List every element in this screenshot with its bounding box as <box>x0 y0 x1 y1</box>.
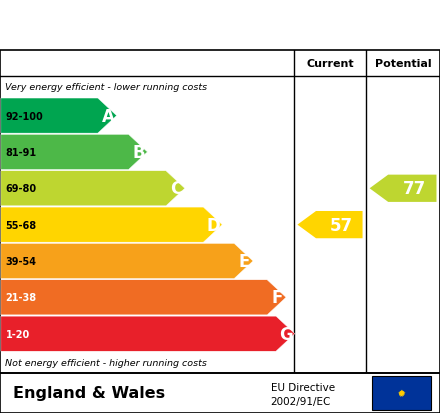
Text: England & Wales: England & Wales <box>13 385 165 401</box>
Text: 69-80: 69-80 <box>6 184 37 194</box>
Text: ★: ★ <box>398 390 403 396</box>
Text: Current: Current <box>306 59 354 69</box>
Text: D: D <box>207 216 220 234</box>
Text: 39-54: 39-54 <box>6 256 37 266</box>
Text: Energy Efficiency Rating: Energy Efficiency Rating <box>11 15 307 36</box>
Polygon shape <box>1 280 286 315</box>
Text: ★: ★ <box>399 392 403 396</box>
Text: 2002/91/EC: 2002/91/EC <box>271 396 331 406</box>
Text: ★: ★ <box>399 389 403 394</box>
Bar <box>372 376 431 410</box>
Text: B: B <box>132 144 145 161</box>
Text: 55-68: 55-68 <box>6 220 37 230</box>
Text: 1-20: 1-20 <box>6 329 30 339</box>
Text: Not energy efficient - higher running costs: Not energy efficient - higher running co… <box>5 358 207 367</box>
Text: ★: ★ <box>400 391 405 396</box>
Text: ★: ★ <box>400 390 405 396</box>
Polygon shape <box>1 316 295 351</box>
Text: 77: 77 <box>403 180 426 198</box>
Text: Very energy efficient - lower running costs: Very energy efficient - lower running co… <box>5 83 207 92</box>
Polygon shape <box>1 244 253 279</box>
Text: ★: ★ <box>400 392 404 396</box>
Polygon shape <box>297 211 363 239</box>
Text: E: E <box>239 252 250 271</box>
Text: 92-100: 92-100 <box>6 111 44 121</box>
Text: 21-38: 21-38 <box>6 293 37 303</box>
Text: F: F <box>272 289 283 306</box>
Polygon shape <box>1 99 117 134</box>
Text: 57: 57 <box>330 216 353 234</box>
Text: ★: ★ <box>398 390 403 395</box>
Text: 81-91: 81-91 <box>6 147 37 157</box>
Polygon shape <box>1 135 147 170</box>
Text: ★: ★ <box>400 390 405 395</box>
Polygon shape <box>370 175 436 202</box>
Text: Potential: Potential <box>375 59 431 69</box>
Text: ★: ★ <box>399 389 404 394</box>
Polygon shape <box>1 208 222 242</box>
Text: A: A <box>102 107 114 125</box>
Text: ★: ★ <box>399 392 404 396</box>
Text: ★: ★ <box>398 391 403 396</box>
Polygon shape <box>1 171 185 206</box>
Text: C: C <box>170 180 183 198</box>
Text: EU Directive: EU Directive <box>271 382 335 392</box>
Text: G: G <box>279 325 293 343</box>
Text: ★: ★ <box>400 389 404 394</box>
